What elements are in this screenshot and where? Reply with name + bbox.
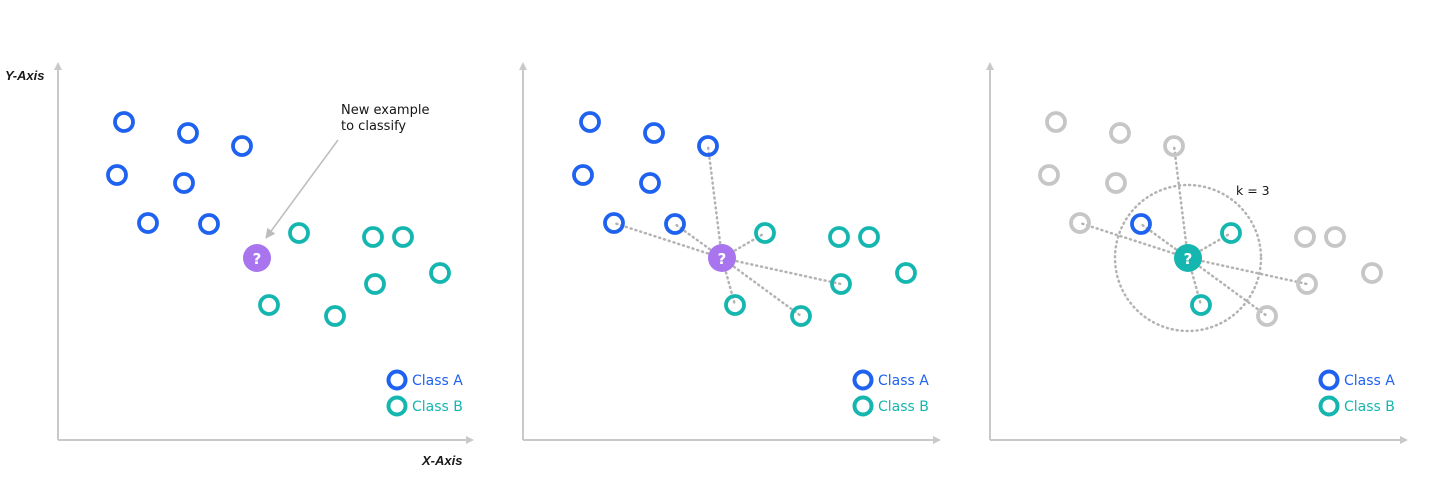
class-a-point xyxy=(639,172,661,194)
class-b-point xyxy=(830,273,852,295)
class-a-point xyxy=(697,135,719,157)
distance-line xyxy=(1186,256,1309,286)
legend-label-class-a: Class A xyxy=(878,373,929,389)
class-b-point xyxy=(364,273,386,295)
distance-line xyxy=(1078,221,1190,260)
panel-3-points xyxy=(1038,111,1383,327)
query-point: ? xyxy=(243,244,271,272)
query-point: ? xyxy=(708,244,736,272)
class-b-point xyxy=(429,262,451,284)
class-a-point xyxy=(1163,135,1185,157)
class-a-point xyxy=(603,212,625,234)
class-a-point xyxy=(1069,212,1091,234)
class-b-point xyxy=(895,262,917,284)
x-axis-title: X-Axis xyxy=(421,453,462,468)
distance-line xyxy=(612,221,724,260)
class-a-point xyxy=(643,122,665,144)
legend-marker-class-a xyxy=(852,369,874,391)
legend-marker-class-b xyxy=(852,395,874,417)
class-a-point xyxy=(198,213,220,235)
class-a-point xyxy=(173,172,195,194)
panel-2-distance-lines xyxy=(612,144,843,318)
class-b-point xyxy=(1256,305,1278,327)
distance-line xyxy=(706,144,724,260)
panel-3: k = 3 ? Class A Class B xyxy=(986,62,1408,444)
annotation-line-1: New example xyxy=(341,103,429,118)
class-a-point xyxy=(1109,122,1131,144)
legend-marker-class-b xyxy=(1318,395,1340,417)
class-b-point xyxy=(1190,294,1212,316)
query-symbol: ? xyxy=(1184,250,1193,268)
class-b-point xyxy=(1220,222,1242,244)
class-b-point xyxy=(790,305,812,327)
class-a-point xyxy=(231,135,253,157)
panel-2-points xyxy=(572,111,917,327)
class-b-point xyxy=(324,305,346,327)
class-b-point xyxy=(754,222,776,244)
query-circle xyxy=(243,244,271,272)
class-a-point xyxy=(137,212,159,234)
class-a-point xyxy=(106,164,128,186)
distance-line xyxy=(720,256,843,286)
class-b-point xyxy=(288,222,310,244)
class-a-point xyxy=(1038,164,1060,186)
class-b-point xyxy=(392,226,414,248)
query-symbol: ? xyxy=(253,250,262,268)
class-b-point xyxy=(1324,226,1346,248)
panel-3-distance-lines xyxy=(1078,144,1309,318)
class-a-point xyxy=(1130,213,1152,235)
annotation-arrow xyxy=(265,139,339,239)
k-label: k = 3 xyxy=(1236,183,1270,198)
panel-1-points xyxy=(106,111,451,327)
legend-label-class-b: Class B xyxy=(412,399,463,415)
class-b-point xyxy=(1296,273,1318,295)
legend-label-class-b: Class B xyxy=(1344,399,1395,415)
class-a-point xyxy=(1105,172,1127,194)
legend-label-class-b: Class B xyxy=(878,399,929,415)
query-circle xyxy=(708,244,736,272)
query-circle xyxy=(1174,244,1202,272)
class-a-point xyxy=(113,111,135,133)
annotation-line-2: to classify xyxy=(341,119,406,134)
distance-line xyxy=(720,256,803,318)
legend: Class A Class B xyxy=(386,369,463,417)
query-symbol: ? xyxy=(718,250,727,268)
class-b-point xyxy=(1361,262,1383,284)
legend-label-class-a: Class A xyxy=(1344,373,1395,389)
legend-label-class-a: Class A xyxy=(412,373,463,389)
legend: Class A Class B xyxy=(852,369,929,417)
distance-line xyxy=(1172,144,1190,260)
class-a-point xyxy=(177,122,199,144)
distance-line xyxy=(1186,256,1269,318)
class-b-point xyxy=(258,294,280,316)
class-b-point xyxy=(362,226,384,248)
legend: Class A Class B xyxy=(1318,369,1395,417)
k-neighborhood-circle xyxy=(1113,183,1263,333)
class-b-point xyxy=(1294,226,1316,248)
class-b-point xyxy=(858,226,880,248)
legend-marker-class-a xyxy=(1318,369,1340,391)
panel-1: Y-Axis X-Axis New example to classify ? … xyxy=(5,62,474,468)
query-point-classified: ? xyxy=(1174,244,1202,272)
class-a-point xyxy=(664,213,686,235)
panel-2: ? Class A Class B xyxy=(519,62,941,444)
class-b-point xyxy=(828,226,850,248)
y-axis-title: Y-Axis xyxy=(5,68,45,83)
class-a-point xyxy=(579,111,601,133)
class-a-point xyxy=(1045,111,1067,133)
legend-marker-class-a xyxy=(386,369,408,391)
class-b-point xyxy=(724,294,746,316)
class-a-point xyxy=(572,164,594,186)
legend-marker-class-b xyxy=(386,395,408,417)
